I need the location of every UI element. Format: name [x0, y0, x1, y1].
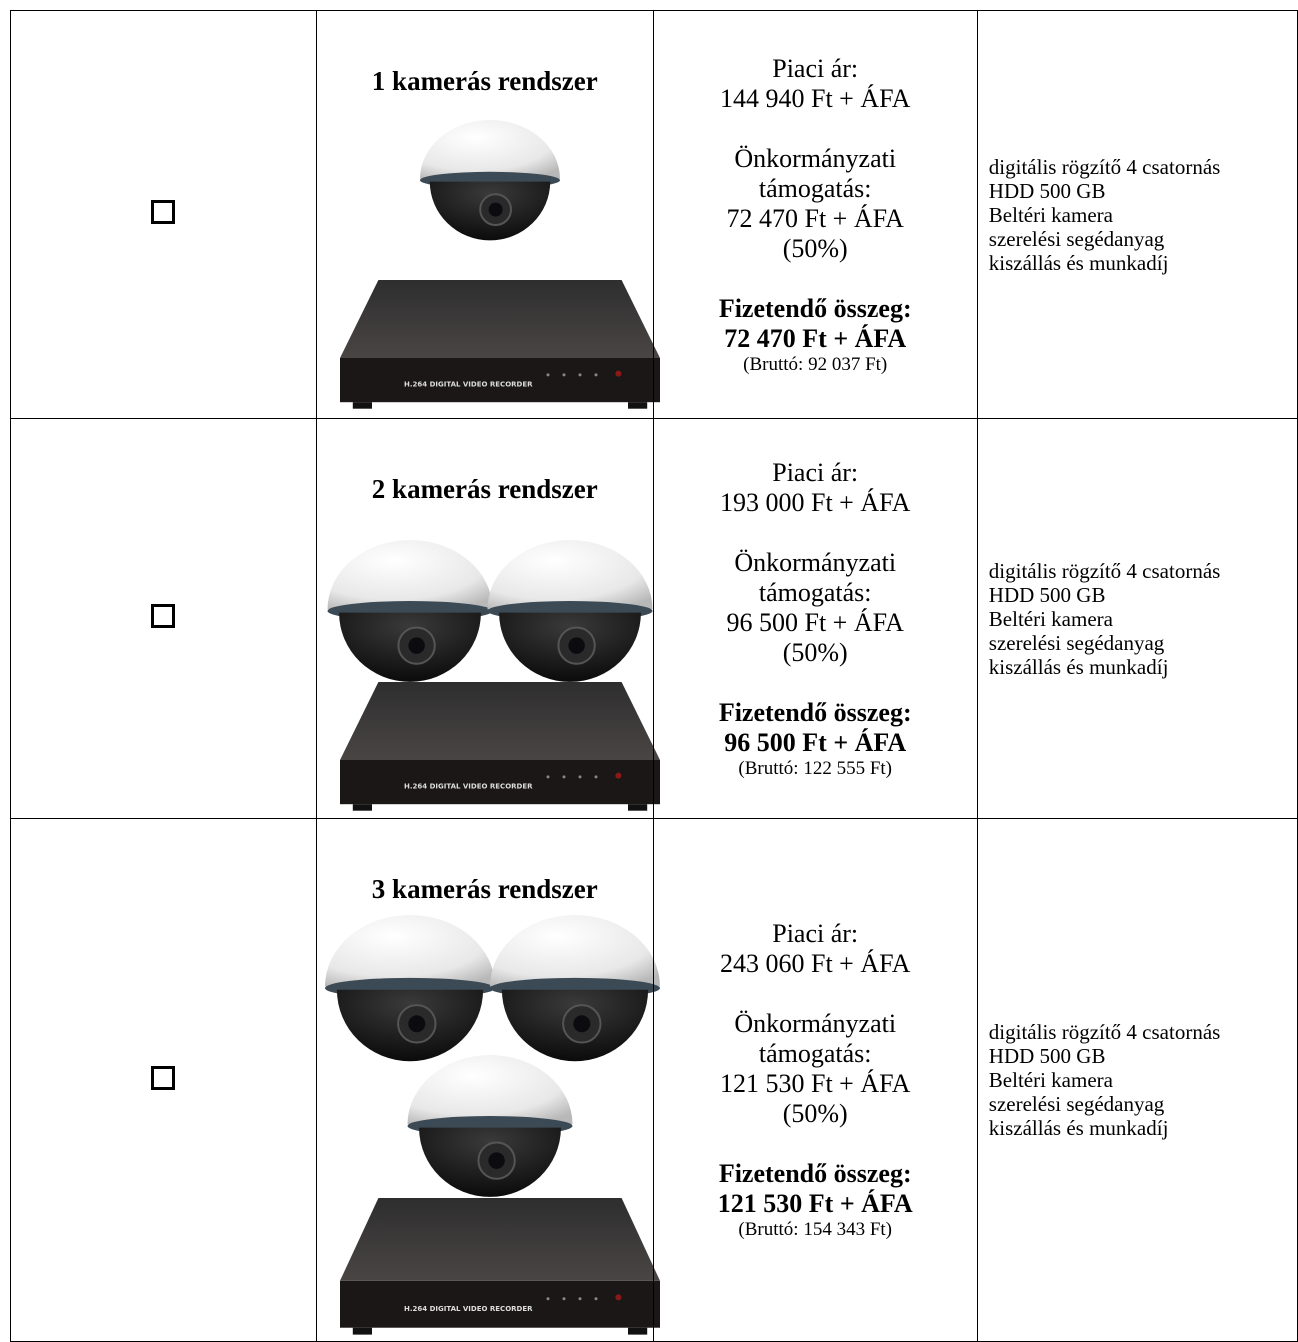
- system-title: 1 kamerás rendszer: [371, 66, 598, 96]
- payable-amount: 121 530 Ft + ÁFA: [717, 1189, 913, 1218]
- offer-table: 1 kamerás rendszer Piaci ár: 144 940 Ft + …: [10, 10, 1298, 1342]
- payable-amount: 96 500 Ft + ÁFA: [724, 727, 907, 757]
- feature-item: szerelési segédanyag: [988, 1092, 1165, 1116]
- subsidy-amount: 72 470 Ft + ÁFA: [726, 203, 904, 233]
- system-title: 3 kamerás rendszer: [371, 874, 598, 904]
- spacer: [654, 668, 977, 698]
- spacer: [654, 1129, 977, 1159]
- spacer: [654, 114, 977, 144]
- feature-item: kiszállás és munkadíj: [988, 654, 1169, 679]
- feature-item: szerelési segédanyag: [988, 226, 1165, 251]
- price-cell: Piaci ár: 144 940 Ft + ÁFA Önkormányzati t…: [652, 10, 978, 419]
- market-price: 144 940 Ft + ÁFA: [720, 83, 911, 113]
- payable-label: Fizetendő összeg:: [718, 1159, 912, 1188]
- feature-item: digitális rögzítő 4 csatornás: [988, 1020, 1221, 1044]
- spacer: [654, 264, 977, 294]
- subsidy-amount: 121 530 Ft + ÁFA: [720, 1069, 911, 1098]
- checkbox: [151, 604, 176, 628]
- image-cell: 2 kamerás rendszer: [315, 418, 654, 819]
- price-cell: Piaci ár: 243 060 Ft + ÁFA Önkormányzati t…: [652, 818, 978, 1342]
- subsidy-amount: 96 500 Ft + ÁFA: [726, 607, 904, 637]
- market-label: Piaci ár:: [772, 919, 859, 948]
- checkbox: [151, 200, 176, 224]
- payable-label: Fizetendő összeg:: [718, 697, 912, 727]
- image-cell: 1 kamerás rendszer: [315, 10, 654, 419]
- market-label: Piaci ár:: [772, 457, 859, 487]
- subsidy-percent: (50%): [782, 1099, 848, 1128]
- feature-item: digitális rögzítő 4 csatornás: [988, 558, 1221, 583]
- feature-item: Beltéri kamera: [988, 606, 1113, 631]
- features-cell: digitális rögzítő 4 csatornás HDD 500 GB B…: [976, 10, 1298, 419]
- feature-item: Beltéri kamera: [988, 1068, 1113, 1092]
- price-cell: Piaci ár: 193 000 Ft + ÁFA Önkormányzati t…: [652, 418, 978, 819]
- feature-item: digitális rögzítő 4 csatornás: [988, 154, 1221, 179]
- gross-price: (Bruttó: 92 037 Ft): [743, 353, 888, 375]
- market-price: 193 000 Ft + ÁFA: [720, 487, 911, 517]
- feature-item: Beltéri kamera: [988, 202, 1113, 227]
- features-cell: digitális rögzítő 4 csatornás HDD 500 GB B…: [976, 818, 1298, 1342]
- market-price: 243 060 Ft + ÁFA: [720, 949, 911, 978]
- offer-row: 1 kamerás rendszer Piaci ár: 144 940 Ft + …: [10, 10, 1298, 419]
- checkbox-cell: [10, 10, 317, 419]
- feature-item: HDD 500 GB: [988, 582, 1106, 607]
- features-cell: digitális rögzítő 4 csatornás HDD 500 GB B…: [976, 418, 1298, 819]
- subsidy-percent: (50%): [782, 637, 848, 667]
- gross-price: (Bruttó: 154 343 Ft): [738, 1219, 893, 1240]
- offer-row: 3 kamerás rendszer Piaci ár: 243 060 Ft + …: [10, 818, 1298, 1342]
- subsidy-percent: (50%): [782, 233, 848, 263]
- checkbox-cell: [10, 418, 317, 819]
- spacer: [654, 518, 977, 548]
- feature-item: kiszállás és munkadíj: [988, 250, 1169, 275]
- feature-item: HDD 500 GB: [988, 178, 1106, 203]
- payable-amount: 72 470 Ft + ÁFA: [724, 323, 907, 353]
- subsidy-label: Önkormányzati támogatás:: [734, 547, 897, 607]
- spacer: [654, 979, 977, 1009]
- gross-price: (Bruttó: 122 555 Ft): [738, 757, 893, 779]
- subsidy-label: Önkormányzati támogatás:: [734, 1009, 897, 1068]
- feature-item: kiszállás és munkadíj: [988, 1116, 1169, 1140]
- checkbox-cell: [10, 818, 317, 1342]
- subsidy-label: Önkormányzati támogatás:: [734, 143, 897, 203]
- offer-row: 2 kamerás rendszer Piaci ár: 193 000 Ft + …: [10, 418, 1298, 819]
- feature-item: HDD 500 GB: [988, 1044, 1106, 1068]
- feature-item: szerelési segédanyag: [988, 630, 1165, 655]
- market-label: Piaci ár:: [772, 53, 859, 83]
- payable-label: Fizetendő összeg:: [718, 293, 912, 323]
- image-cell: 3 kamerás rendszer: [315, 818, 654, 1342]
- checkbox: [151, 1065, 176, 1090]
- system-title: 2 kamerás rendszer: [371, 474, 598, 504]
